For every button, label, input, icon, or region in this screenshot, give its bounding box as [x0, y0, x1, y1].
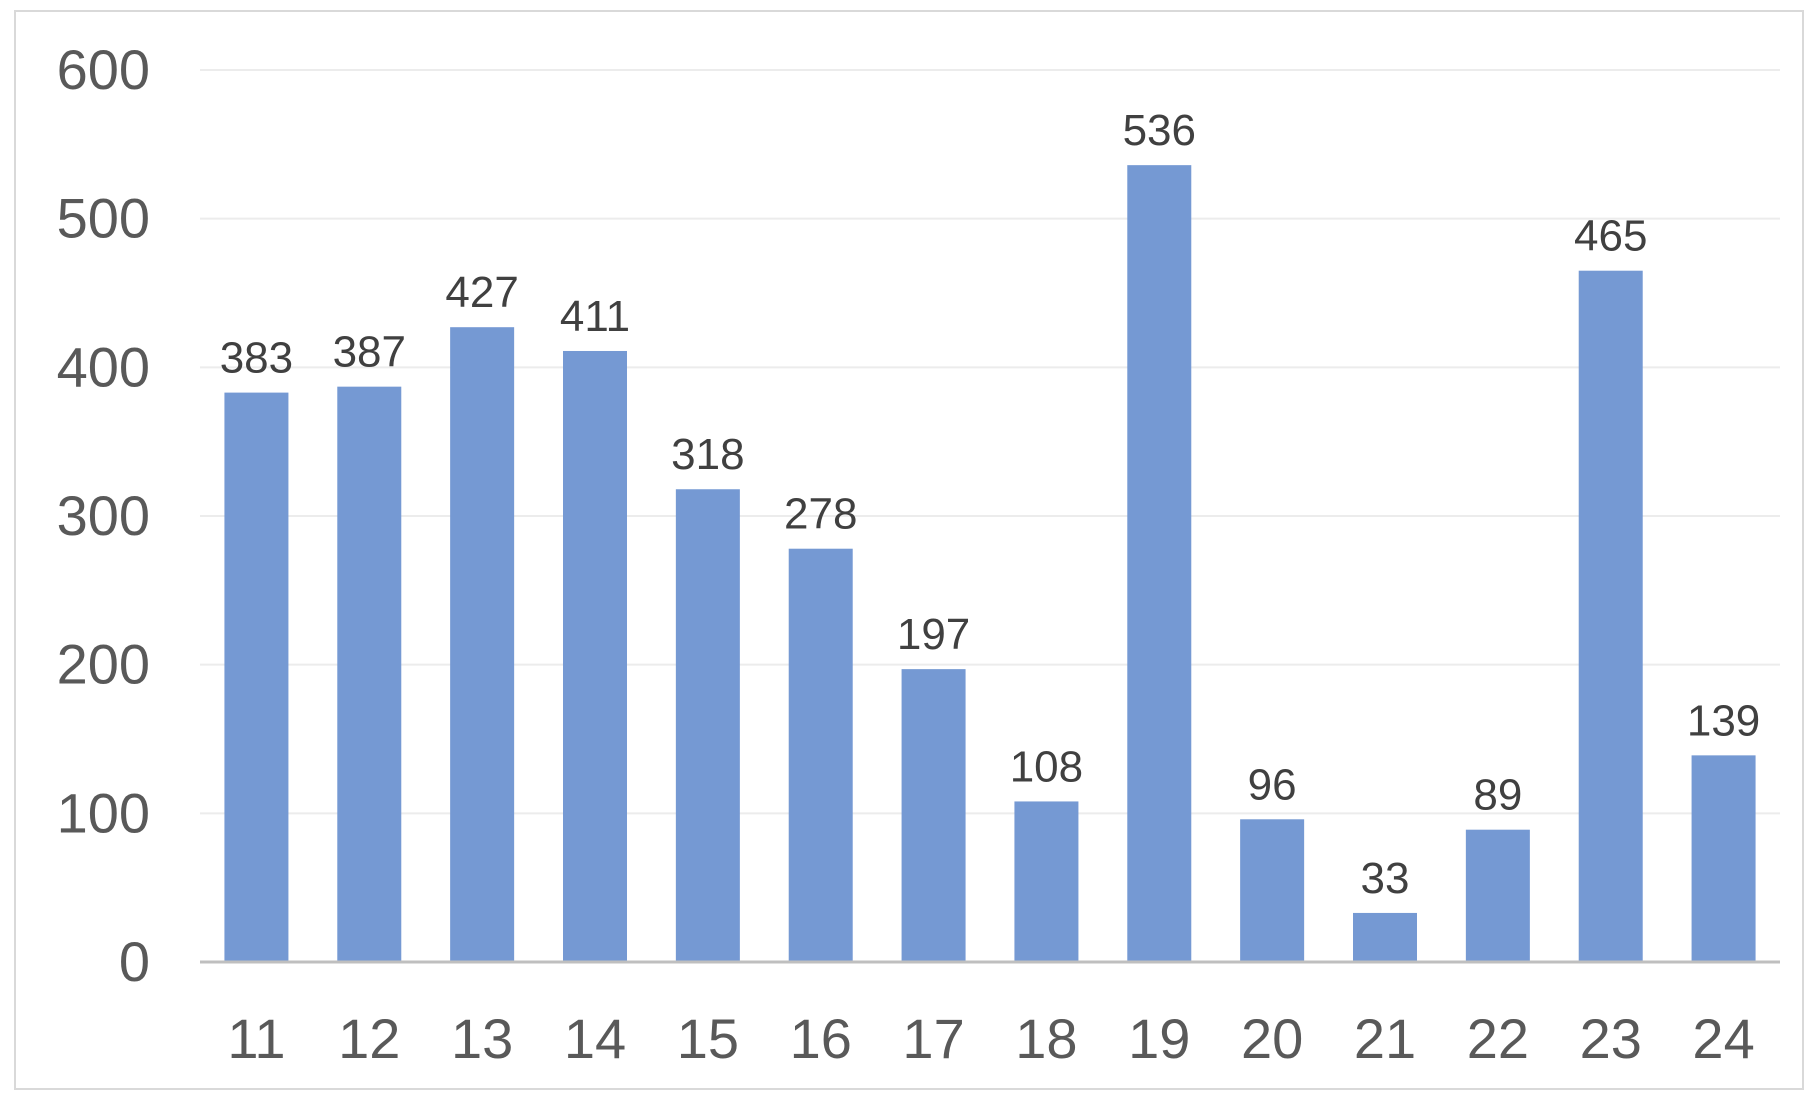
x-tick-label-21: 21 — [1354, 1007, 1416, 1070]
data-label-14: 411 — [560, 292, 630, 341]
x-axis-tick-labels: 11 12 13 14 15 16 17 18 19 20 21 22 23 24 — [227, 1007, 1754, 1070]
data-labels: 383 387 427 411 318 278 197 108 536 96 33 89 465 139 — [220, 106, 1761, 903]
bar-24 — [1691, 755, 1756, 962]
x-tick-label-15: 15 — [677, 1007, 739, 1070]
x-tick-label-24: 24 — [1692, 1007, 1754, 1070]
bar-23 — [1578, 270, 1643, 962]
bar-18 — [1014, 801, 1079, 962]
data-label-18: 108 — [1010, 742, 1083, 791]
y-tick-label-100: 100 — [57, 781, 150, 844]
bar-13 — [450, 327, 515, 962]
y-axis-tick-labels: 0 100 200 300 400 500 600 — [57, 38, 150, 993]
data-label-21: 33 — [1361, 854, 1410, 903]
data-label-12: 387 — [333, 328, 406, 377]
bar-15 — [675, 489, 740, 962]
x-tick-label-20: 20 — [1241, 1007, 1303, 1070]
x-tick-label-19: 19 — [1128, 1007, 1190, 1070]
bars — [224, 165, 1756, 963]
data-label-16: 278 — [784, 490, 857, 539]
x-tick-label-11: 11 — [227, 1007, 285, 1070]
y-tick-label-400: 400 — [57, 335, 150, 398]
data-label-20: 96 — [1248, 760, 1297, 809]
data-label-17: 197 — [897, 610, 970, 659]
data-label-23: 465 — [1574, 212, 1647, 261]
bar-20 — [1240, 819, 1305, 962]
data-label-19: 536 — [1123, 106, 1196, 155]
x-tick-label-16: 16 — [790, 1007, 852, 1070]
bar-16 — [788, 548, 853, 962]
x-tick-label-22: 22 — [1467, 1007, 1529, 1070]
data-label-13: 427 — [445, 268, 518, 317]
x-tick-label-13: 13 — [451, 1007, 513, 1070]
y-tick-label-0: 0 — [119, 930, 150, 993]
y-tick-label-300: 300 — [57, 484, 150, 547]
gridlines — [200, 69, 1780, 815]
bar-19 — [1127, 165, 1192, 962]
bar-12 — [337, 386, 402, 962]
x-tick-label-18: 18 — [1015, 1007, 1077, 1070]
bar-11 — [224, 392, 289, 962]
x-tick-label-23: 23 — [1580, 1007, 1642, 1070]
bar-21 — [1353, 912, 1417, 962]
x-tick-label-14: 14 — [564, 1007, 626, 1070]
data-label-22: 89 — [1473, 771, 1522, 820]
data-label-24: 139 — [1687, 696, 1760, 745]
x-tick-label-12: 12 — [338, 1007, 400, 1070]
y-tick-label-600: 600 — [57, 38, 150, 101]
bar-14 — [563, 350, 627, 963]
data-label-15: 318 — [671, 430, 744, 479]
x-tick-label-17: 17 — [902, 1007, 964, 1070]
bar-22 — [1465, 829, 1530, 962]
y-tick-label-200: 200 — [57, 633, 150, 696]
data-label-11: 383 — [220, 334, 293, 383]
bar-17 — [901, 669, 966, 962]
y-tick-label-500: 500 — [57, 187, 150, 250]
